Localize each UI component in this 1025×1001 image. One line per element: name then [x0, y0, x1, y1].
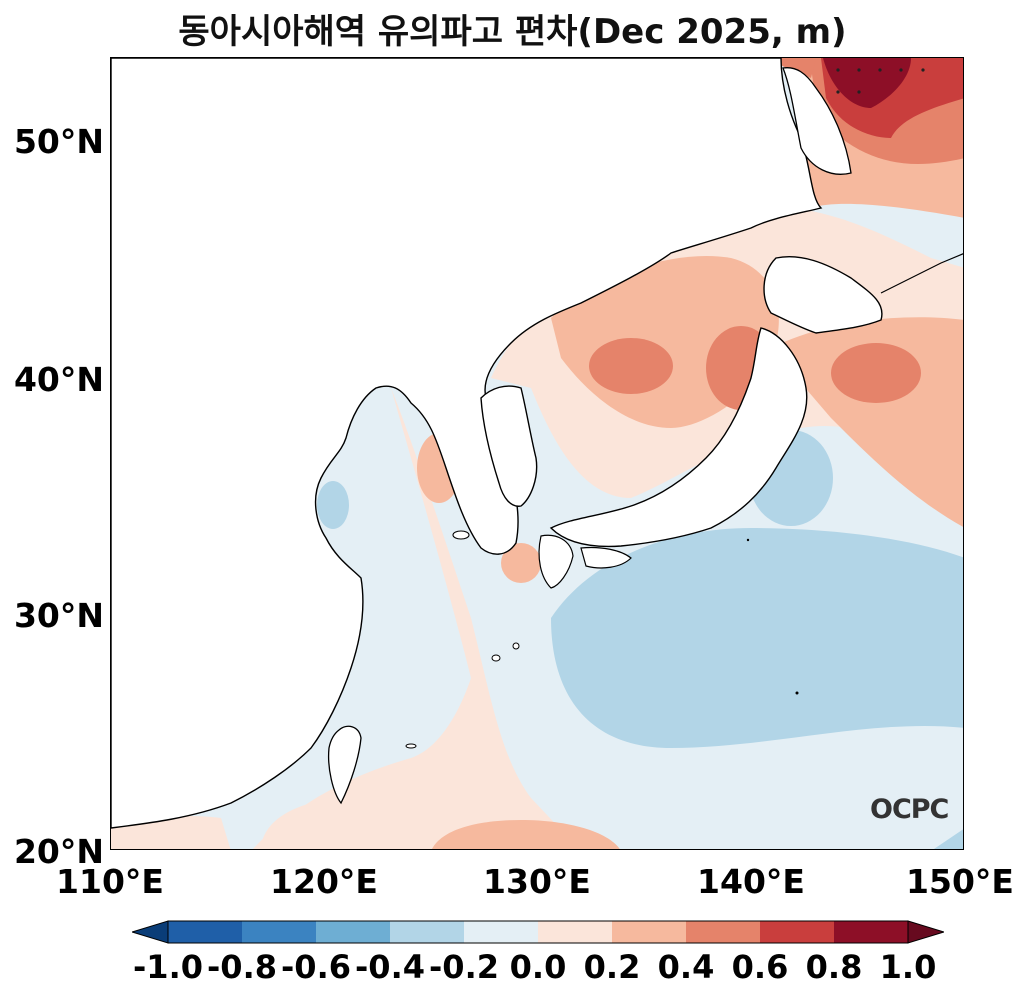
colorbar	[132, 920, 944, 944]
colorbar-cell	[834, 921, 908, 943]
colorbar-cell	[168, 921, 242, 943]
taiwan-island	[327, 725, 362, 805]
colorbar-cell	[464, 921, 538, 943]
shandong-negative-blob	[317, 481, 349, 529]
colorbar-tick-label: 1.0	[879, 948, 937, 986]
sakhalin-island	[782, 67, 852, 175]
colorbar-tick-label: 0.4	[657, 948, 715, 986]
okhotsk-1-0	[823, 58, 911, 108]
colorbar-tick-label: -0.8	[207, 948, 277, 986]
colorbar-cell	[538, 921, 612, 943]
pacific-negative-se	[933, 829, 963, 849]
colorbar-tick-label: -1.0	[133, 948, 203, 986]
ryukyu-island	[491, 654, 501, 662]
korea-strait-blob	[501, 543, 541, 583]
colorbar-extend-high	[907, 920, 944, 944]
colorbar-cell	[390, 921, 464, 943]
yaeyama-island	[405, 743, 417, 749]
significance-dots	[836, 68, 925, 94]
colorbar-cell	[686, 921, 760, 943]
lat-label-30n: 30°N	[13, 596, 104, 635]
colorbar-tick-label: 0.2	[583, 948, 641, 986]
ryukyu-island-2	[512, 642, 520, 650]
kuril-islands	[880, 253, 963, 294]
lon-label-110e: 110°E	[56, 862, 164, 901]
honshu-island	[549, 327, 808, 548]
colorbar-extend-low	[132, 920, 169, 944]
lon-label-140e: 140°E	[697, 862, 805, 901]
colorbar-tick-label: 0.6	[731, 948, 789, 986]
hokkaido-island	[763, 256, 883, 334]
colorbar-tick-label: 0.0	[509, 948, 567, 986]
map-panel	[110, 57, 964, 850]
korea-peninsula	[480, 385, 538, 507]
pacific-0-6	[831, 343, 921, 403]
colorbar-cell	[612, 921, 686, 943]
kyushu-island	[538, 534, 574, 589]
lat-label-20n: 20°N	[13, 832, 104, 871]
colorbar-outline	[167, 920, 909, 944]
lon-label-120e: 120°E	[270, 862, 378, 901]
colorbar-cell	[242, 921, 316, 943]
east-sea-0-6-west	[589, 338, 673, 394]
positive-band-0-2	[252, 388, 580, 849]
ocpc-logo: OCPC	[870, 794, 949, 825]
lon-label-150e: 150°E	[906, 862, 1014, 901]
pacific-negative-0-4	[551, 528, 963, 748]
anomaly-map	[111, 58, 963, 849]
bonin-island	[795, 691, 799, 695]
colorbar-tick-label: -0.4	[355, 948, 425, 986]
shikoku-island	[580, 546, 632, 569]
colorbar-tick-label: -0.6	[281, 948, 351, 986]
lat-label-40n: 40°N	[13, 360, 104, 399]
colorbar-cell	[760, 921, 834, 943]
colorbar-tick-label: -0.2	[429, 948, 499, 986]
lon-label-130e: 130°E	[483, 862, 591, 901]
lat-label-50n: 50°N	[13, 122, 104, 161]
izu-island	[746, 538, 750, 542]
positive-south-0-4	[432, 820, 620, 849]
asia-landmass	[111, 58, 823, 829]
colorbar-tick-label: 0.8	[805, 948, 863, 986]
map-title: 동아시아해역 유의파고 편차(Dec 2025, m)	[178, 12, 847, 52]
jeju-island	[452, 530, 470, 540]
colorbar-cell	[316, 921, 390, 943]
